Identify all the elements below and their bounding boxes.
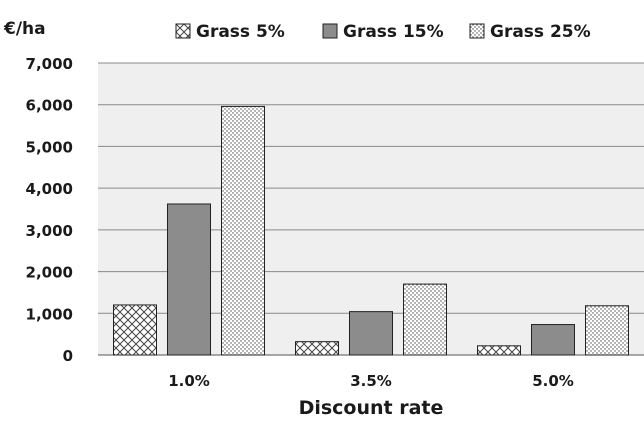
x-axis-title: Discount rate (299, 397, 444, 419)
bar (167, 203, 211, 356)
y-tick-labels: 0 1,000 2,000 3,000 4,000 5,000 6,000 7,000 (26, 55, 73, 365)
y-tick-label: 4,000 (26, 180, 73, 198)
unit-label: €/ha (3, 19, 46, 39)
x-tick-label: 5.0% (532, 372, 574, 390)
bar (349, 311, 393, 356)
bar (295, 341, 339, 356)
bar (113, 304, 157, 356)
x-tick-label: 3.5% (350, 372, 392, 390)
x-tick-label: 1.0% (168, 372, 210, 390)
bars (113, 105, 629, 356)
bar (477, 345, 521, 356)
x-tick-labels: 1.0% 3.5% 5.0% (168, 372, 574, 390)
legend-label: Grass 25% (490, 22, 591, 42)
y-tick-label: 2,000 (26, 264, 73, 282)
legend: Grass 5% Grass 15% Grass 25% (175, 22, 591, 42)
legend-swatch (469, 23, 485, 39)
legend-label: Grass 15% (343, 22, 444, 42)
bar (585, 305, 629, 356)
bar (403, 283, 447, 356)
y-tick-label: 5,000 (26, 138, 73, 156)
y-tick-label: 3,000 (26, 222, 73, 240)
bar (221, 105, 265, 356)
legend-label: Grass 5% (196, 22, 285, 42)
bar (531, 324, 575, 356)
y-tick-label: 0 (63, 347, 73, 365)
y-tick-label: 7,000 (26, 55, 73, 73)
y-tick-label: 6,000 (26, 97, 73, 115)
legend-swatch (322, 23, 338, 39)
legend-swatch (175, 23, 191, 39)
y-tick-label: 1,000 (26, 305, 73, 323)
